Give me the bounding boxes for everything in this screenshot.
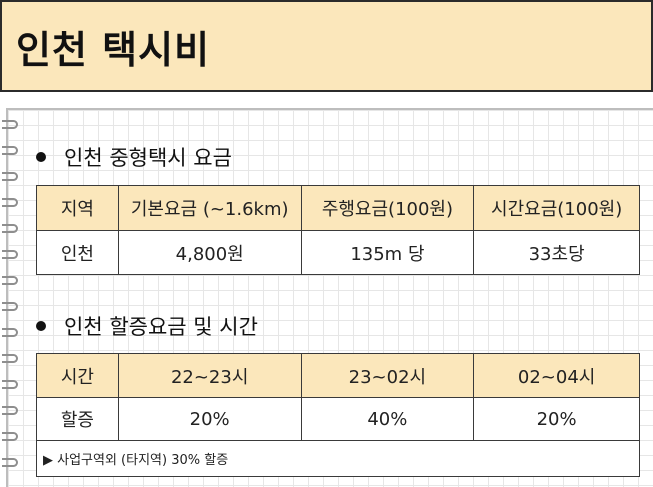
table-row: 할증 20% 40% 20% [36, 397, 640, 441]
header-cell: 지역 [36, 185, 119, 231]
table-cell: 135m 당 [300, 230, 475, 275]
ring-icon [2, 380, 18, 389]
ring-icon [2, 458, 18, 467]
header-cell: 23~02시 [300, 353, 475, 398]
header-cell: 02~04시 [473, 353, 640, 398]
bullet-icon [36, 321, 46, 331]
note-row: ▶ 사업구역외 (타지역) 30% 할증 [36, 440, 640, 477]
table-cell: 20% [473, 397, 640, 441]
header-cell: 22~23시 [117, 353, 302, 398]
ring-icon [2, 120, 18, 129]
header-cell: 기본요금 (~1.6km) [117, 185, 302, 231]
section-heading-surcharge: 인천 할증요금 및 시간 [36, 311, 258, 341]
ring-icon [2, 302, 18, 311]
ring-icon [2, 198, 18, 207]
ring-icon [2, 146, 18, 155]
surcharge-note: ▶ 사업구역외 (타지역) 30% 할증 [36, 440, 640, 477]
table-header-row: 지역 기본요금 (~1.6km) 주행요금(100원) 시간요금(100원) [36, 185, 640, 231]
page-title: 인천 택시비 [16, 27, 211, 72]
surcharge-table: 시간 22~23시 23~02시 02~04시 할증 20% 40% 20% ▶… [36, 353, 640, 477]
ring-icon [2, 328, 18, 337]
section-heading-text: 인천 할증요금 및 시간 [64, 315, 258, 339]
table-cell: 20% [117, 397, 302, 441]
title-banner: 인천 택시비 [0, 0, 653, 92]
table-cell: 33초당 [473, 230, 640, 275]
section-heading-fare: 인천 중형택시 요금 [36, 142, 232, 172]
ring-icon [2, 432, 18, 441]
header-cell: 시간 [36, 353, 119, 398]
ring-icon [2, 250, 18, 259]
header-cell: 시간요금(100원) [473, 185, 640, 231]
table-row: 인천 4,800원 135m 당 33초당 [36, 230, 640, 275]
table-header-row: 시간 22~23시 23~02시 02~04시 [36, 353, 640, 398]
table-cell: 4,800원 [117, 230, 302, 275]
header-cell: 주행요금(100원) [300, 185, 475, 231]
ring-icon [2, 276, 18, 285]
ring-icon [2, 224, 18, 233]
table-cell: 인천 [36, 230, 119, 275]
bullet-icon [36, 152, 46, 162]
ring-icon [2, 406, 18, 415]
fare-table: 지역 기본요금 (~1.6km) 주행요금(100원) 시간요금(100원) 인… [36, 185, 640, 275]
table-cell: 40% [300, 397, 475, 441]
table-cell: 할증 [36, 397, 119, 441]
binder-rings [0, 112, 22, 487]
ring-icon [2, 172, 18, 181]
ring-icon [2, 354, 18, 363]
section-heading-text: 인천 중형택시 요금 [64, 146, 232, 170]
